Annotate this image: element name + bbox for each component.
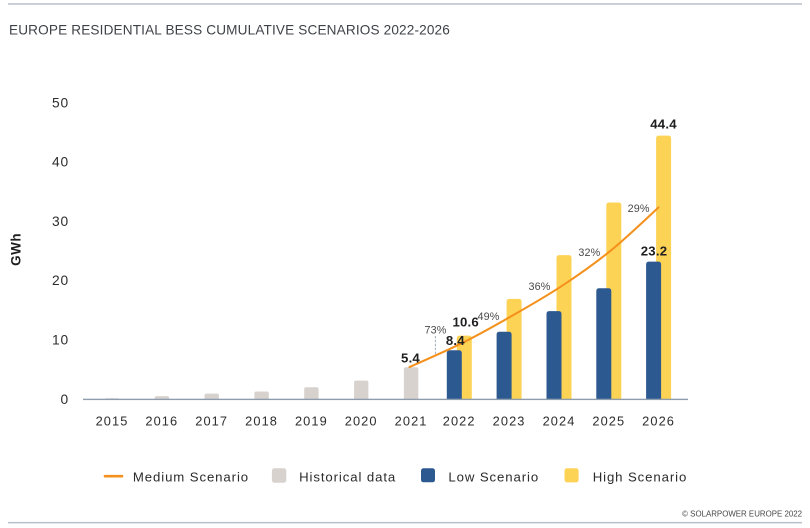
svg-text:2019: 2019 xyxy=(295,413,328,428)
svg-text:2022: 2022 xyxy=(443,413,476,428)
svg-text:8.4: 8.4 xyxy=(446,333,465,348)
svg-text:44.4: 44.4 xyxy=(650,117,677,132)
svg-text:50: 50 xyxy=(52,95,69,110)
svg-text:2023: 2023 xyxy=(493,413,526,428)
svg-text:2015: 2015 xyxy=(96,413,129,428)
svg-text:36%: 36% xyxy=(528,281,550,293)
svg-text:2020: 2020 xyxy=(345,413,378,428)
svg-text:2016: 2016 xyxy=(145,413,178,428)
svg-text:73%: 73% xyxy=(424,324,446,336)
svg-text:2025: 2025 xyxy=(592,413,625,428)
svg-text:Medium Scenario: Medium Scenario xyxy=(133,469,249,484)
svg-text:2021: 2021 xyxy=(395,413,428,428)
svg-text:30: 30 xyxy=(52,214,69,229)
svg-text:20: 20 xyxy=(52,273,69,288)
svg-text:49%: 49% xyxy=(477,311,499,323)
svg-text:2018: 2018 xyxy=(245,413,278,428)
svg-text:High Scenario: High Scenario xyxy=(593,469,688,484)
svg-text:10.6: 10.6 xyxy=(452,315,478,330)
svg-text:2026: 2026 xyxy=(642,413,675,428)
svg-text:Low Scenario: Low Scenario xyxy=(448,469,539,484)
svg-text:EUROPE RESIDENTIAL BESS CUMULA: EUROPE RESIDENTIAL BESS CUMULATIVE SCENA… xyxy=(9,22,450,37)
svg-text:GWh: GWh xyxy=(8,233,23,266)
svg-text:2017: 2017 xyxy=(195,413,228,428)
svg-text:10: 10 xyxy=(52,333,69,348)
svg-text:Historical data: Historical data xyxy=(299,469,396,484)
svg-text:5.4: 5.4 xyxy=(401,351,420,366)
svg-text:40: 40 xyxy=(52,155,69,170)
svg-text:23.2: 23.2 xyxy=(641,244,667,259)
svg-text:29%: 29% xyxy=(628,203,650,215)
svg-text:2024: 2024 xyxy=(543,413,576,428)
svg-text:0: 0 xyxy=(61,392,69,407)
svg-text:32%: 32% xyxy=(578,247,600,259)
svg-text:© SOLARPOWER EUROPE 2022: © SOLARPOWER EUROPE 2022 xyxy=(682,510,802,519)
